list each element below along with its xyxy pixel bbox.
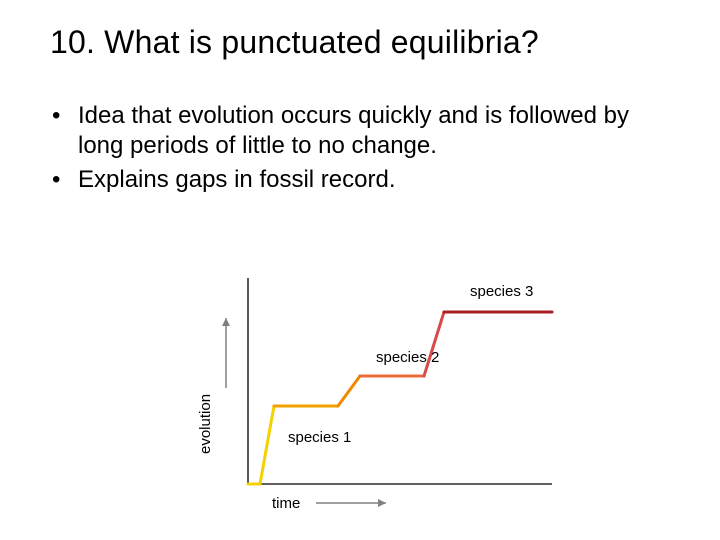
bullet-list: Idea that evolution occurs quickly and i… — [50, 101, 680, 195]
bullet-item: Idea that evolution occurs quickly and i… — [50, 101, 680, 161]
chart-segment — [260, 406, 274, 484]
y-axis-arrowhead-icon — [222, 318, 230, 326]
chart-segment — [338, 376, 360, 406]
slide: 10. What is punctuated equilibria? Idea … — [0, 0, 720, 540]
series-label: species 3 — [470, 283, 533, 300]
x-axis-label: time — [272, 495, 300, 512]
chart-segment — [424, 312, 444, 376]
series-label: species 1 — [288, 429, 351, 446]
y-axis-label: evolution — [197, 394, 214, 454]
slide-title: 10. What is punctuated equilibria? — [50, 24, 680, 61]
series-label: species 2 — [376, 349, 439, 366]
punctuated-equilibria-chart: species 1 species 2 species 3 time evolution — [180, 266, 560, 516]
bullet-item: Explains gaps in fossil record. — [50, 165, 680, 195]
x-axis-arrowhead-icon — [378, 499, 386, 507]
